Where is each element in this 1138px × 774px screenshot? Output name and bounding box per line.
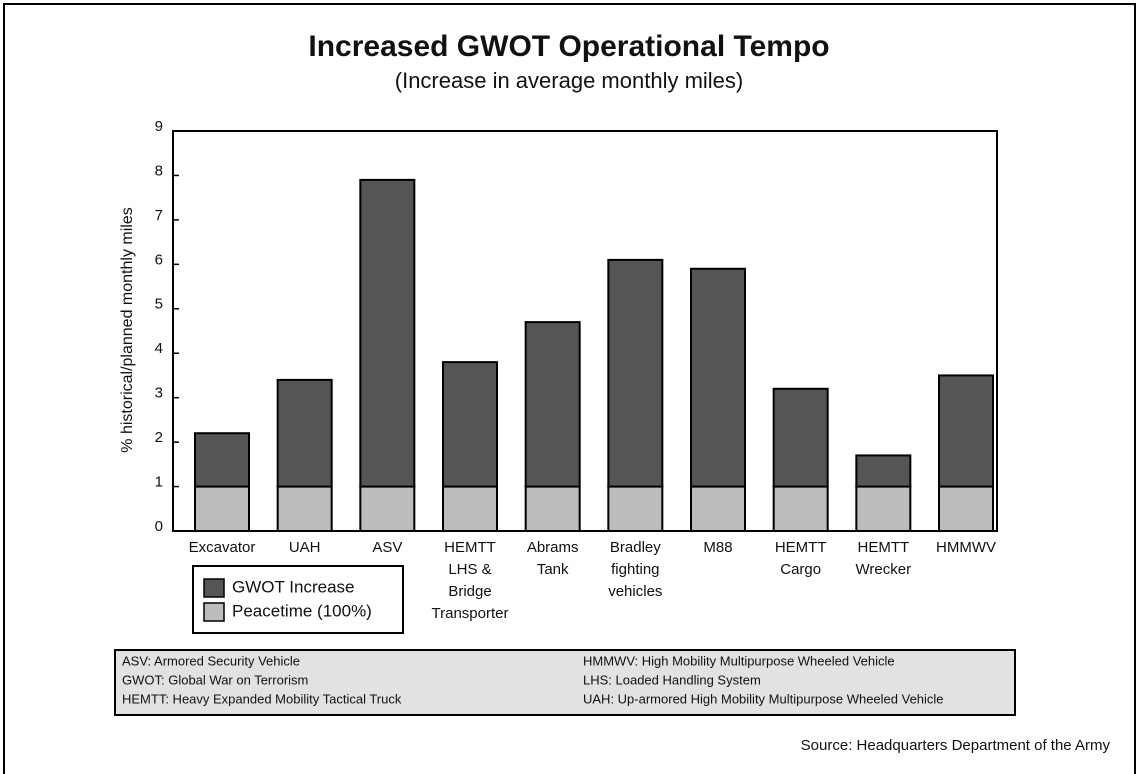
legend-label: Peacetime (100%): [232, 601, 372, 620]
y-tick-label: 7: [155, 207, 163, 224]
bar-segment: [194, 485, 250, 532]
bar-segment: [772, 485, 829, 532]
x-tick-label: Tank: [537, 561, 569, 578]
x-tick-label: ASV: [372, 539, 402, 556]
x-tick-label: fighting: [611, 561, 659, 578]
bar-segment: [359, 485, 416, 532]
x-tick-label: Bradley: [610, 539, 661, 556]
legend-label: GWOT Increase: [232, 577, 355, 596]
y-tick-label: 3: [155, 385, 163, 402]
x-tick-label: HMMWV: [936, 539, 996, 556]
note: HMMWV: High Mobility Multipurpose Wheele…: [583, 653, 895, 668]
legend-box: [192, 565, 404, 634]
chart-subtitle: (Increase in average monthly miles): [395, 68, 743, 93]
source: Source: Headquarters Department of the A…: [801, 737, 1111, 754]
note: LHS: Loaded Handling System: [583, 672, 761, 687]
frame: [3, 3, 1136, 774]
note: ASV: Armored Security Vehicle: [122, 653, 300, 668]
bar-segment: [442, 361, 498, 488]
x-tick-label: HEMTT: [775, 539, 827, 556]
bar-segment: [194, 432, 250, 488]
bar-segment: [276, 485, 333, 532]
x-tick-label: Wrecker: [856, 561, 912, 578]
chart-title: Increased GWOT Operational Tempo: [308, 30, 829, 63]
bar-segment: [855, 454, 912, 488]
x-tick-label: UAH: [289, 539, 321, 556]
note: HEMTT: Heavy Expanded Mobility Tactical …: [122, 691, 402, 706]
x-tick-label: Abrams: [527, 539, 579, 556]
y-tick-label: 5: [155, 296, 163, 313]
legend-swatch: [203, 578, 225, 598]
bar-segment: [607, 258, 664, 488]
y-tick-label: 8: [155, 162, 163, 179]
y-tick-label: 9: [155, 118, 163, 135]
bar-segment: [772, 387, 829, 488]
x-tick-label: Transporter: [432, 605, 509, 622]
bar-segment: [938, 485, 994, 532]
note: GWOT: Global War on Terrorism: [122, 672, 308, 687]
y-tick-label: 0: [155, 518, 163, 535]
x-tick-label: HEMTT: [857, 539, 909, 556]
x-tick-label: LHS &: [448, 561, 491, 578]
y-tick-label: 1: [155, 474, 163, 491]
y-tick-label: 4: [155, 340, 163, 357]
bar-segment: [690, 485, 746, 532]
x-tick-label: vehicles: [608, 583, 662, 600]
x-tick-label: M88: [703, 539, 732, 556]
note: UAH: Up-armored High Mobility Multipurpo…: [583, 691, 944, 706]
bar-segment: [359, 178, 416, 488]
y-tick-label: 6: [155, 251, 163, 268]
bar-segment: [690, 267, 746, 488]
legend-swatch: [203, 602, 225, 622]
notes-box: [114, 649, 1016, 716]
x-tick-label: HEMTT: [444, 539, 496, 556]
x-tick-label: Excavator: [189, 539, 256, 556]
bar-segment: [276, 378, 333, 488]
plot-area: [172, 130, 998, 532]
x-tick-label: Cargo: [780, 561, 821, 578]
x-tick-label: Bridge: [448, 583, 491, 600]
bar-segment: [524, 485, 581, 532]
bar-segment: [524, 321, 581, 488]
y-axis-title: % historical/planned monthly miles: [119, 207, 136, 452]
y-tick-label: 2: [155, 429, 163, 446]
bar-segment: [938, 374, 994, 488]
bar-segment: [442, 485, 498, 532]
bar-segment: [607, 485, 664, 532]
bar-segment: [855, 485, 912, 532]
